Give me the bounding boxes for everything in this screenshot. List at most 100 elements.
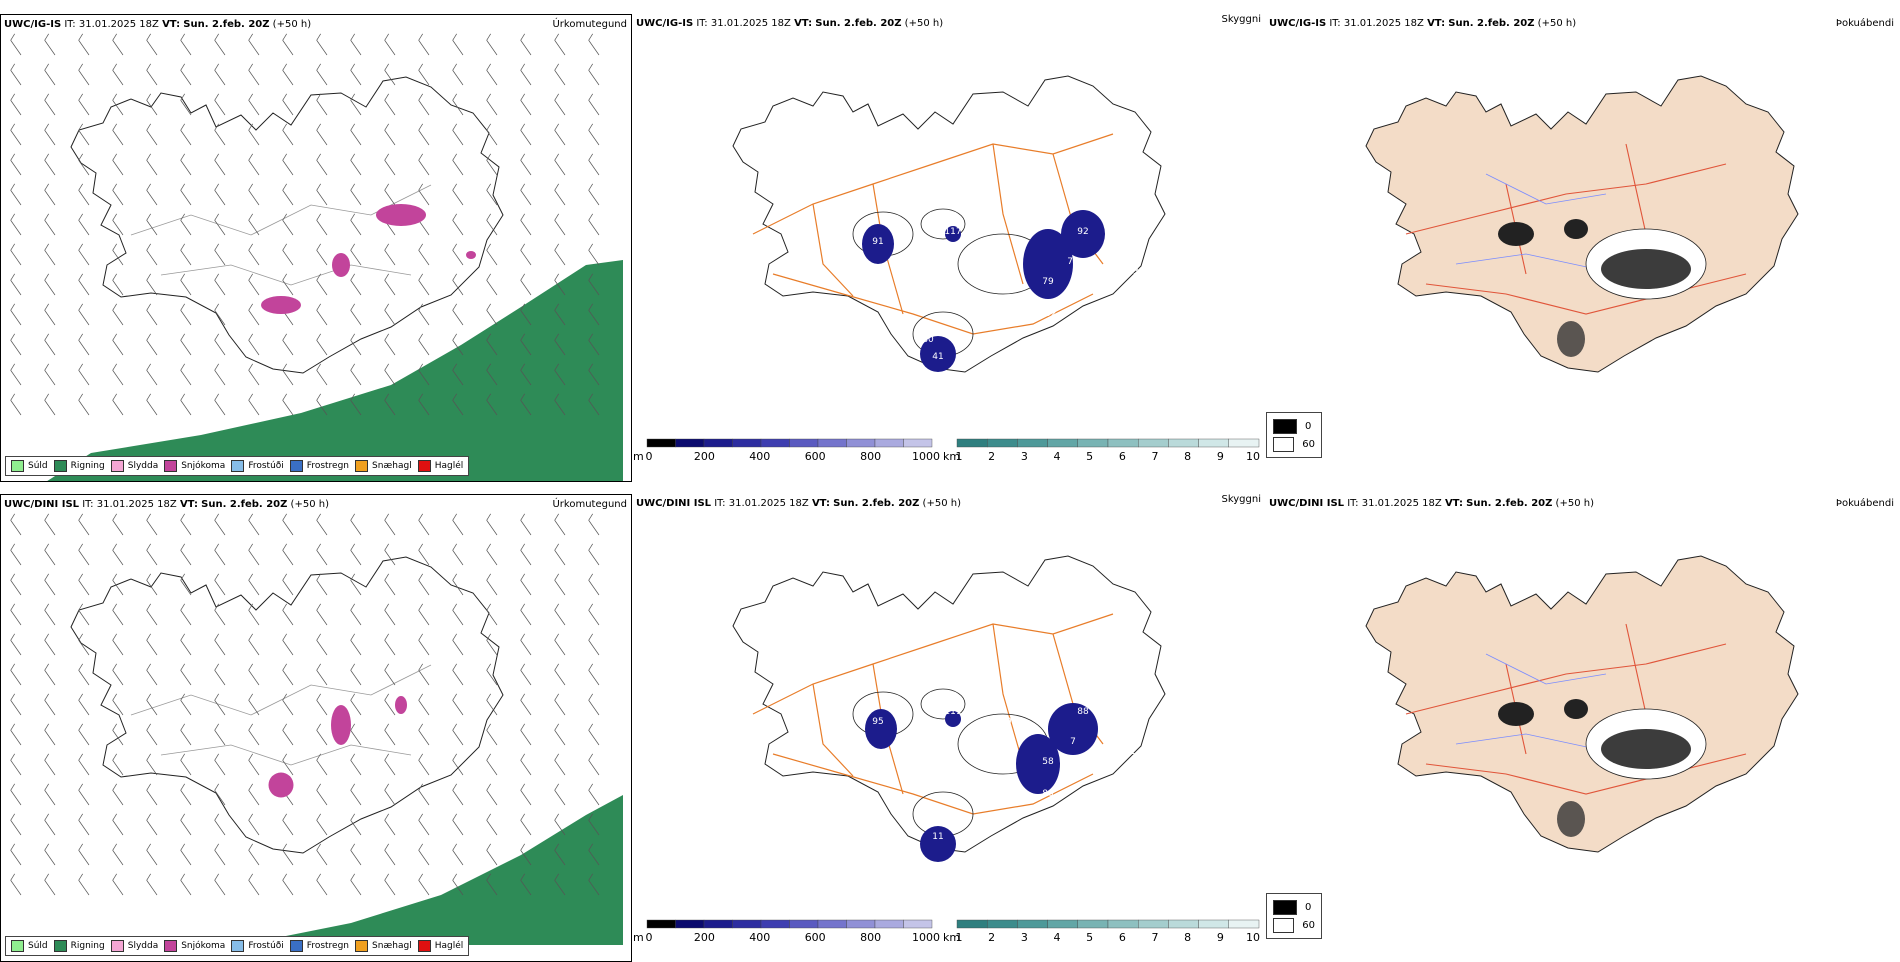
wind-barb [146,273,158,296]
cloud-panel-row1: UWC/IG-IS IT: 31.01.2025 18Z VT: Sun. 2.… [1266,14,1898,482]
wind-barb [146,333,158,356]
low-visibility-area [945,711,961,727]
fog-area [1498,222,1534,246]
colorbar-bin [789,438,819,448]
wind-barb [44,633,56,656]
wind-barb [486,783,498,806]
colorbar-tick-label: 0 [645,450,653,463]
wind-barb [112,693,124,716]
wind-barb [452,843,464,866]
wind-barb [588,783,600,806]
colorbar-bin [874,919,904,929]
wind-barb [282,393,294,416]
wind-barb [248,573,260,596]
legend-swatch [289,460,303,472]
wind-barb [418,243,430,266]
wind-barb [112,333,124,356]
legend-swatch [1273,917,1295,933]
colorbar-tick-label: 1000 [912,450,940,463]
wind-barb [486,33,498,56]
wind-barb [214,573,226,596]
wind-barb [180,153,192,176]
colorbar-bin [987,919,1018,929]
visibility-value-label: 88 [1077,707,1089,717]
wind-barb [350,813,362,836]
wind-barb [418,603,430,626]
colorbar-bin [1047,919,1078,929]
legend-label: Snjókoma [181,461,226,471]
wind-barb [520,93,532,116]
legend-label: Haglél [434,461,464,471]
wind-barb [588,303,600,326]
colorbar-bin [675,438,705,448]
wind-barb [588,363,600,386]
wind-barb [452,153,464,176]
wind-barb [316,843,328,866]
colorbar-tick-label: 600 [804,450,826,463]
wind-barb [10,813,22,836]
road-line [812,203,854,297]
legend-label: Frostregn [306,941,350,951]
wind-barb [44,663,56,686]
colorbar-bin [846,438,876,448]
wind-barb [10,33,22,56]
wind-barb [146,393,158,416]
wind-barb [248,153,260,176]
road-line [1425,273,1747,315]
wind-barb [554,843,566,866]
wind-barb [10,753,22,776]
wind-barb [78,663,90,686]
wind-barb [588,873,600,896]
snow-area [395,696,407,714]
colorbar-bin [1228,438,1260,448]
panel-header: UWC/DINI ISL IT: 31.01.2025 18Z VT: Sun.… [1269,498,1594,509]
wind-barb [112,723,124,746]
precip-type-legend-item: Frostúði [231,940,284,952]
visibility-value-label: 58 [1042,757,1054,767]
visibility-value-label: 80 [922,335,934,345]
legend-swatch [53,940,67,952]
wind-barb [350,723,362,746]
road-line [160,264,412,286]
wind-barb [486,843,498,866]
wind-barb [418,663,430,686]
wind-barb [384,693,396,716]
wind-barb [418,693,430,716]
colorbar-unit: km [943,450,961,463]
low-visibility-area [1061,210,1105,258]
wind-barb [350,63,362,86]
legend-swatch [11,460,24,472]
wind-barb [146,513,158,536]
colorbar-bin [1137,919,1169,929]
wind-barb [520,723,532,746]
wind-barb [78,723,90,746]
wind-barb [214,123,226,146]
wind-barb [180,243,192,266]
wind-barb [486,723,498,746]
colorbar-tick-label: 1 [955,450,963,463]
wind-barb [180,723,192,746]
cloud-legend-item: 60 [1273,435,1315,453]
visibility-map: 91 117 10 92 134 73 79 102 80 41 63 [732,75,1166,373]
wind-barb [10,153,22,176]
colorbar-bin [956,919,988,929]
wind-barb [180,843,192,866]
colorbar-tick-label: 4 [1053,931,1061,944]
wind-barb [78,213,90,236]
wind-barb [554,393,566,416]
visibility-value-label: 63 [1127,267,1138,277]
colorbar-tick-label: 8 [1184,450,1192,463]
precip-type-legend-item: Súld [11,460,48,472]
wind-barb [248,753,260,776]
wind-barb [520,633,532,656]
colorbar-tick-label: 0 [645,931,653,944]
legend-label: Súld [28,461,48,471]
glacier-outline [920,688,966,720]
snow-area [268,772,294,798]
visibility-value-label: 41 [932,352,943,362]
wind-barb [146,243,158,266]
wind-barb [452,513,464,536]
wind-barb [78,843,90,866]
legend-label: 60 [1302,919,1315,931]
wind-barb [554,873,566,896]
